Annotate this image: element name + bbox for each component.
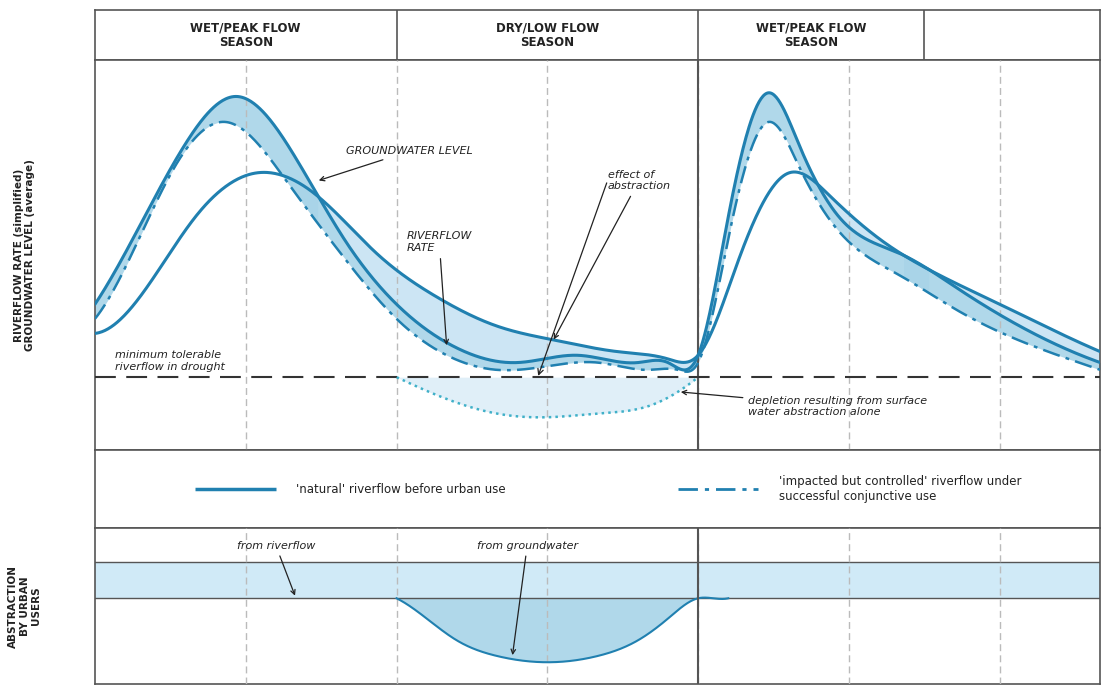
Text: from groundwater: from groundwater (477, 540, 577, 654)
Text: RIVERFLOW
RATE: RIVERFLOW RATE (407, 231, 472, 344)
Text: 'natural' riverflow before urban use: 'natural' riverflow before urban use (296, 482, 506, 495)
Text: from riverflow: from riverflow (237, 540, 315, 594)
Text: RIVERFLOW RATE (simplified)
GROUNDWATER LEVEL (average): RIVERFLOW RATE (simplified) GROUNDWATER … (13, 159, 36, 351)
Text: depletion resulting from surface
water abstraction alone: depletion resulting from surface water a… (682, 390, 927, 417)
Text: WET/PEAK FLOW
SEASON: WET/PEAK FLOW SEASON (756, 21, 867, 49)
Text: effect of
abstraction: effect of abstraction (554, 169, 670, 339)
Text: DRY/LOW FLOW
SEASON: DRY/LOW FLOW SEASON (496, 21, 599, 49)
Text: minimum tolerable
riverflow in drought: minimum tolerable riverflow in drought (115, 350, 225, 372)
Text: GROUNDWATER LEVEL: GROUNDWATER LEVEL (321, 146, 472, 181)
Text: ABSTRACTION
BY URBAN
USERS: ABSTRACTION BY URBAN USERS (8, 565, 41, 647)
Text: 'impacted but controlled' riverflow under
successful conjunctive use: 'impacted but controlled' riverflow unde… (779, 475, 1021, 503)
Text: WET/PEAK FLOW
SEASON: WET/PEAK FLOW SEASON (191, 21, 300, 49)
